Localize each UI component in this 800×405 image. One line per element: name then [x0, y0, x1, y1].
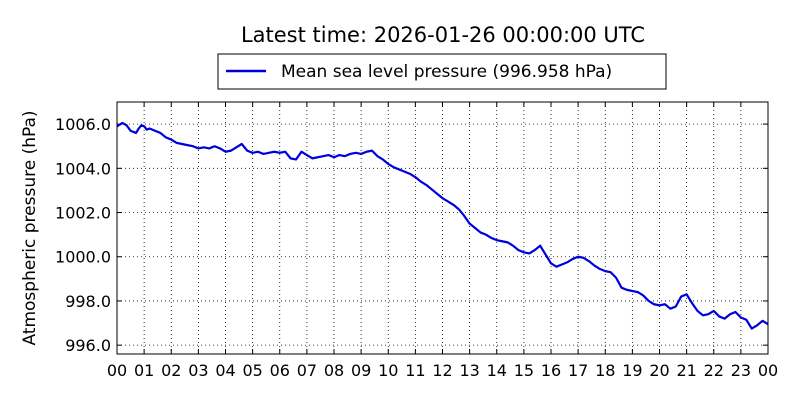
x-tick-label: 08	[324, 361, 344, 380]
x-tick-labels: 00 01 02 03 04 05 06 07 08 09 10 11 12 13 14 15 16 17 18 19…	[107, 361, 778, 380]
x-tick-label: 03	[188, 361, 208, 380]
x-tick-label: 15	[514, 361, 534, 380]
legend: Mean sea level pressure (996.958 hPa)	[217, 53, 667, 90]
x-tick-label: 05	[242, 361, 262, 380]
x-tick-label: 09	[351, 361, 371, 380]
y-tick-label: 1002.0	[55, 204, 111, 223]
x-tick-label: 10	[378, 361, 398, 380]
x-tick-label: 21	[676, 361, 696, 380]
x-tick-label: 07	[297, 361, 317, 380]
x-tick-label: 14	[487, 361, 507, 380]
x-tick-label: 20	[649, 361, 669, 380]
legend-box	[217, 53, 667, 90]
y-tick-labels: 996.0 998.0 1000.0 1002.0 1004.0 1006.0	[55, 115, 111, 355]
axis-ticks	[116, 102, 769, 354]
plot-frame	[116, 101, 769, 355]
x-tick-label: 00	[758, 361, 778, 380]
x-tick-label: 22	[704, 361, 724, 380]
y-tick-label: 1004.0	[55, 159, 111, 178]
x-tick-label: 04	[215, 361, 235, 380]
x-tick-label: 16	[541, 361, 561, 380]
x-tick-label: 06	[270, 361, 290, 380]
y-tick-label: 1006.0	[55, 115, 111, 134]
x-tick-label: 17	[568, 361, 588, 380]
y-tick-label: 998.0	[65, 292, 111, 311]
x-tick-label: 11	[405, 361, 425, 380]
y-tick-label: 1000.0	[55, 248, 111, 267]
x-tick-label: 13	[459, 361, 479, 380]
y-axis-label: Atmospheric pressure (hPa)	[20, 110, 40, 345]
grid-lines	[117, 102, 768, 354]
x-tick-label: 19	[622, 361, 642, 380]
x-tick-label: 12	[432, 361, 452, 380]
pressure-series-line	[116, 121, 769, 330]
y-tick-label: 996.0	[65, 336, 111, 355]
legend-label: Mean sea level pressure (996.958 hPa)	[281, 62, 612, 82]
x-tick-label: 23	[731, 361, 751, 380]
x-tick-label: 00	[107, 361, 127, 380]
x-tick-label: 18	[595, 361, 615, 380]
chart-title: Latest time: 2026-01-26 00:00:00 UTC	[241, 23, 645, 47]
x-tick-label: 01	[134, 361, 154, 380]
x-tick-label: 02	[161, 361, 181, 380]
